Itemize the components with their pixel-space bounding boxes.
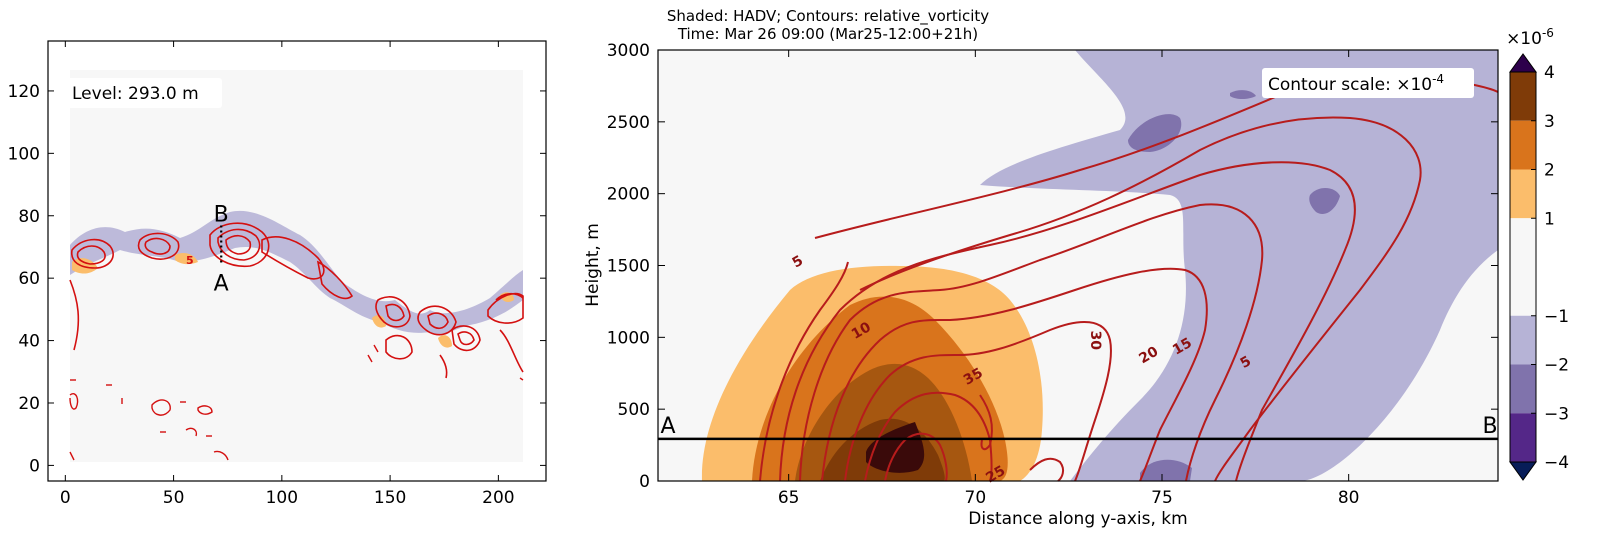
left-section-start-label: A — [214, 272, 229, 297]
left-positive-patch — [72, 258, 98, 274]
left-x-tick-label: 50 — [163, 488, 185, 508]
right-y-tick-label: 3000 — [607, 41, 650, 61]
contour-scale-annotation: Contour scale: ×10-4 — [1268, 72, 1444, 95]
negative-band-strong — [1230, 90, 1256, 99]
positive-fill-max — [866, 422, 925, 473]
negative-band — [980, 50, 1498, 481]
colorbar-tick-label: 3 — [1544, 112, 1555, 132]
colorbar-multiplier-exponent: -6 — [1542, 26, 1554, 40]
right-axis-ticks: 65 70 75 80 0 500 1000 1500 2000 2500 3000 — [607, 41, 1498, 508]
colorbar-tick-label: 1 — [1544, 209, 1555, 229]
right-x-tick-label: 80 — [1338, 488, 1360, 508]
left-positive-patch — [372, 315, 386, 328]
colorbar-level — [1510, 413, 1536, 462]
left-x-tick-label: 150 — [374, 488, 406, 508]
level-annotation: Level: 293.0 m — [72, 84, 199, 104]
colorbar-frame — [1509, 71, 1537, 463]
colorbar-level — [1510, 364, 1536, 414]
right-x-tick-label: 70 — [965, 488, 987, 508]
colorbar-level — [1510, 120, 1536, 170]
left-positive-patch — [175, 252, 198, 265]
left-contour-label: 5 — [186, 254, 194, 267]
contour-scale-exponent: -4 — [1432, 72, 1444, 86]
right-y-tick-label: 0 — [639, 472, 650, 492]
left-x-tick-label: 0 — [60, 488, 71, 508]
negative-band-strong — [1128, 114, 1182, 152]
negative-band-strong — [1309, 187, 1340, 215]
colorbar-multiplier-base: ×10 — [1506, 29, 1542, 49]
x-axis-label: Distance along y-axis, km — [968, 509, 1187, 529]
colorbar-under-arrow — [1509, 461, 1537, 481]
left-section-end-label: B — [214, 202, 229, 227]
left-x-tick-label: 200 — [482, 488, 514, 508]
colorbar-tick-label: 2 — [1544, 161, 1555, 181]
left-y-tick-label: 80 — [18, 207, 40, 227]
level-annotation-box — [66, 78, 222, 108]
colorbar-levels: 4 3 2 1 −1 −2 −3 −4 — [1509, 53, 1569, 481]
right-x-tick-label: 75 — [1151, 488, 1173, 508]
colorbar-level — [1510, 72, 1536, 121]
right-y-tick-label: 1000 — [607, 328, 650, 348]
left-negative-band — [70, 210, 523, 335]
right-section-end-label: B — [1482, 414, 1497, 439]
colorbar: 4 3 2 1 −1 −2 −3 −4 ×10-6 — [1506, 26, 1569, 481]
negative-band-strong — [1140, 459, 1192, 481]
right-y-tick-label: 2500 — [607, 113, 650, 133]
right-y-tick-label: 500 — [618, 400, 650, 420]
colorbar-tick-label: −3 — [1544, 404, 1569, 424]
chart-title-line2: Time: Mar 26 09:00 (Mar25-12:00+21h) — [677, 25, 978, 43]
left-x-tick-label: 100 — [266, 488, 298, 508]
contour-label: 30 — [1087, 330, 1103, 350]
left-y-tick-label: 120 — [8, 82, 40, 102]
right-panel: Shaded: HADV; Contours: relative_vortici… — [583, 7, 1499, 529]
colorbar-tick-label: −4 — [1544, 453, 1569, 473]
right-y-tick-label: 1500 — [607, 257, 650, 277]
right-y-tick-label: 2000 — [607, 185, 650, 205]
right-section-start-label: A — [660, 414, 675, 439]
colorbar-level — [1510, 218, 1536, 316]
left-y-tick-label: 40 — [18, 332, 40, 352]
colorbar-tick-label: −2 — [1544, 356, 1569, 376]
colorbar-level — [1510, 169, 1536, 219]
contour-scale-box — [1262, 68, 1474, 98]
left-y-tick-label: 60 — [18, 269, 40, 289]
left-y-tick-label: 0 — [29, 456, 40, 476]
left-speckles — [69, 344, 524, 461]
colorbar-over-arrow — [1509, 53, 1537, 73]
y-axis-label: Height, m — [583, 223, 603, 307]
left-y-tick-label: 100 — [8, 144, 40, 164]
colorbar-tick-label: −1 — [1544, 307, 1569, 327]
left-positive-patch — [438, 335, 452, 348]
left-axis-ticks: 0 50 100 150 200 0 20 40 60 80 100 120 — [8, 41, 546, 508]
contour-scale-text: Contour scale: ×10 — [1268, 75, 1432, 95]
colorbar-tick-label: 4 — [1544, 63, 1555, 83]
left-panel: 5 B A Level: 293.0 m 0 50 100 150 200 0 20 40 60… — [8, 40, 547, 508]
left-y-tick-label: 20 — [18, 394, 40, 414]
colorbar-multiplier: ×10-6 — [1506, 26, 1554, 49]
colorbar-level — [1510, 315, 1536, 365]
left-axes-frame — [47, 40, 547, 482]
chart-title-line1: Shaded: HADV; Contours: relative_vortici… — [667, 7, 989, 26]
right-x-tick-label: 65 — [778, 488, 800, 508]
left-contours — [69, 222, 524, 379]
